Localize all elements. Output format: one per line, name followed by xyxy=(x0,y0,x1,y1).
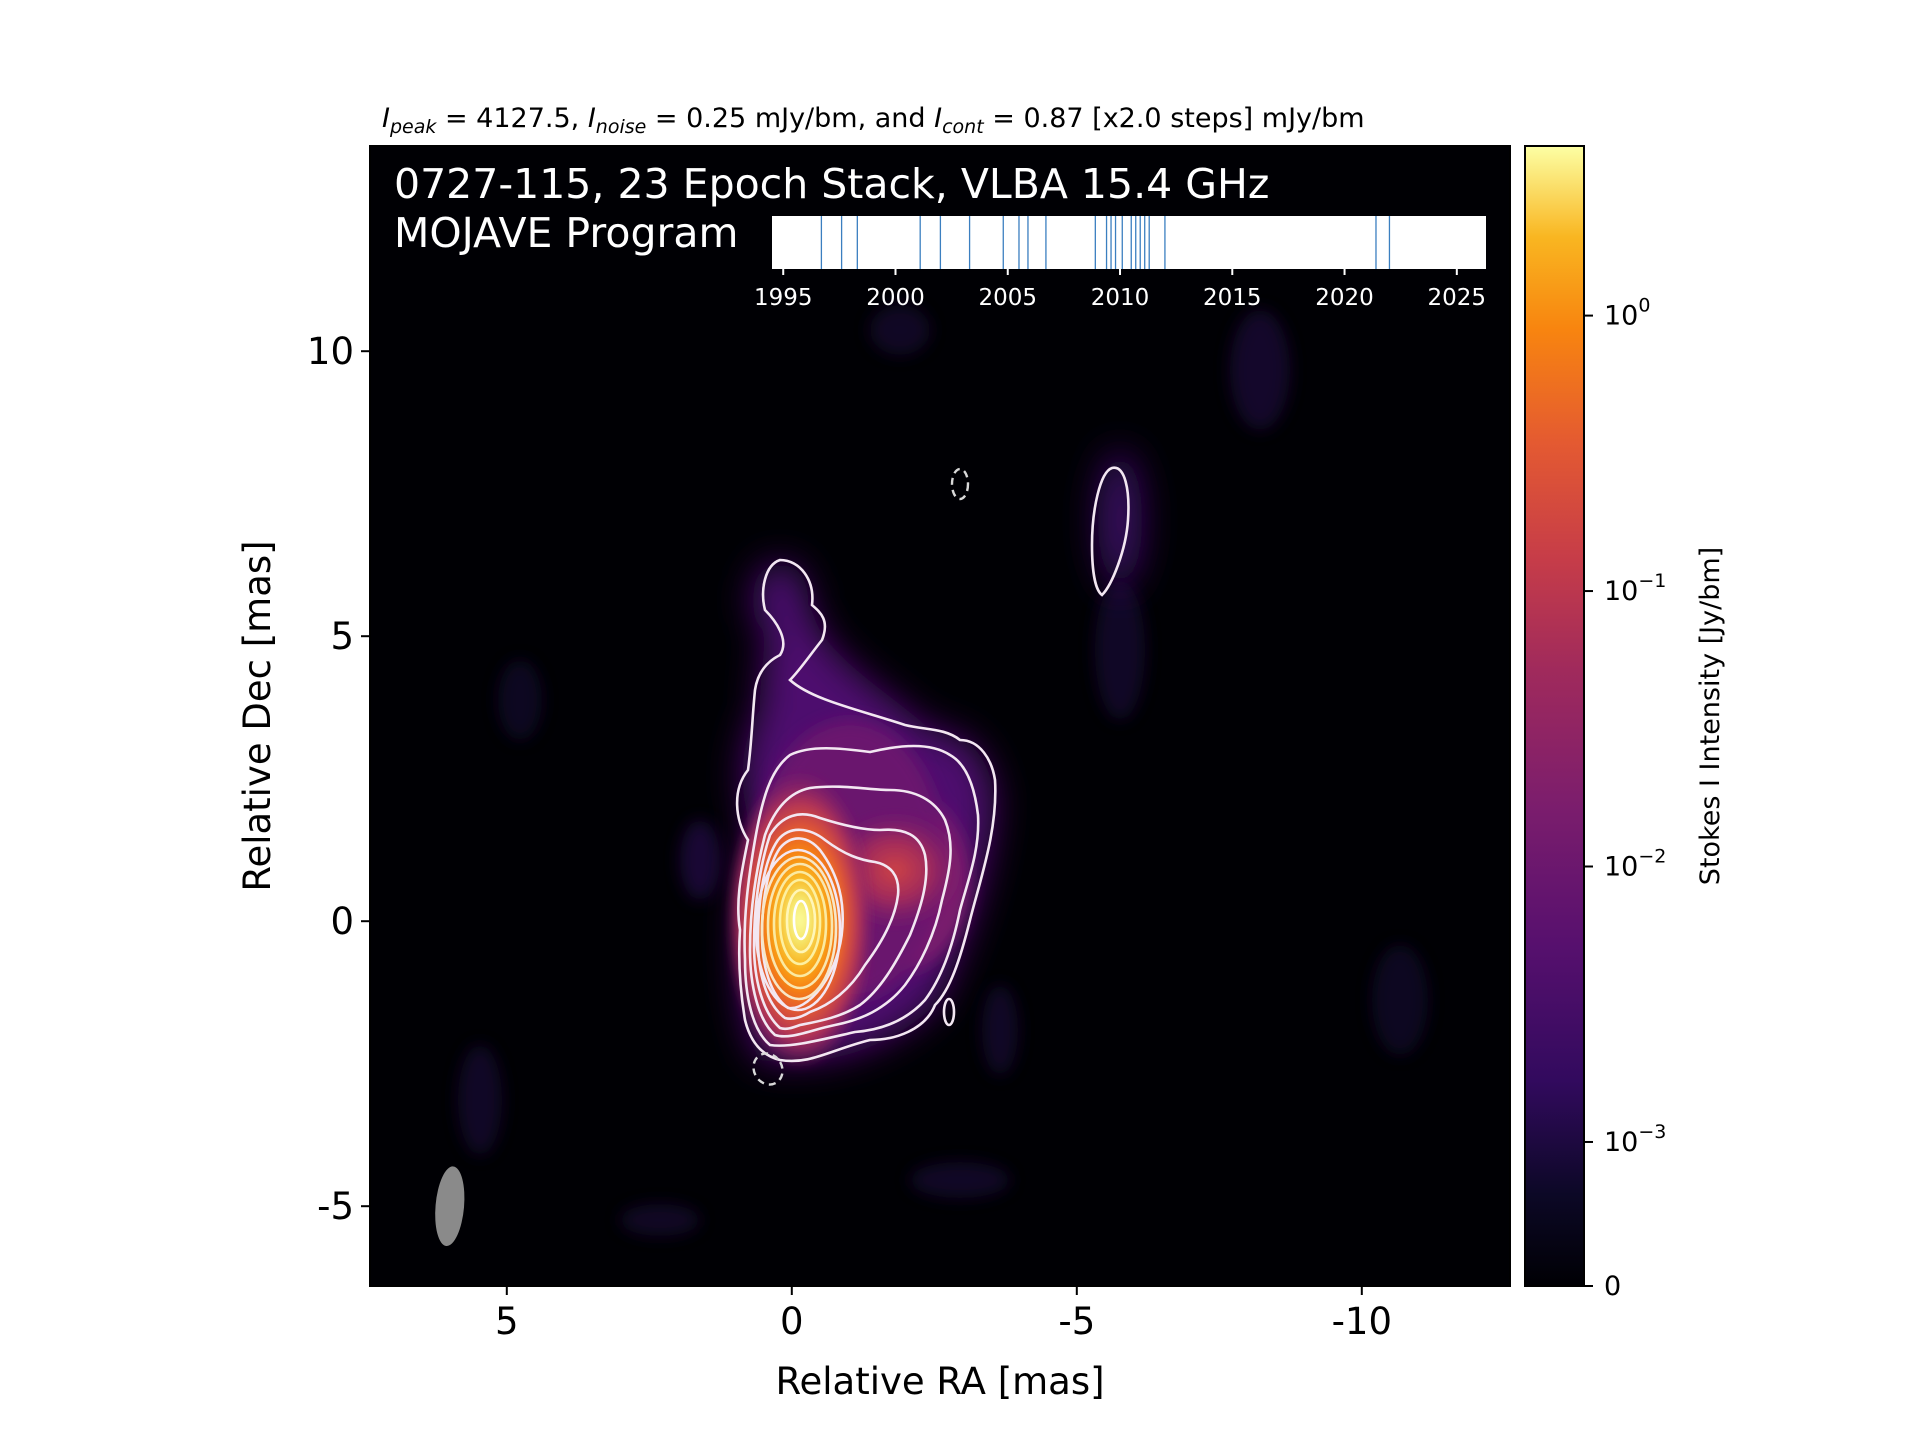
contour-level-2 xyxy=(743,744,980,1047)
contour-level-7 xyxy=(754,848,842,1012)
contour-small-blob xyxy=(942,997,956,1027)
x-tick-label-2: -5 xyxy=(1058,1300,1095,1343)
y-tick-label-2: 0 xyxy=(330,900,354,943)
x-axis-ticks: 5 0 -5 -10 xyxy=(495,1286,1392,1343)
x-tick-label-0: 5 xyxy=(495,1300,519,1343)
epoch-timeline: 1995 2000 2005 2010 2015 2020 2025 xyxy=(754,216,1486,311)
contour-level-12 xyxy=(785,888,817,954)
contour-level-13 xyxy=(792,899,810,941)
program-title: MOJAVE Program xyxy=(394,209,738,257)
y-axis-ticks: 10 5 0 -5 xyxy=(307,330,370,1228)
source-title: 0727-115, 23 Epoch Stack, VLBA 15.4 GHz xyxy=(394,160,1269,208)
colorbar: 0 10−3 10−2 10−1 100 Stokes I Intensity [Jy/… xyxy=(1524,145,1726,1302)
epoch-tick-label-2: 2005 xyxy=(978,285,1037,311)
plot-frame xyxy=(369,145,1511,1287)
contour-level-9 xyxy=(766,862,834,990)
x-axis-label: Relative RA [mas] xyxy=(775,1360,1104,1403)
epoch-tick-label-5: 2020 xyxy=(1315,285,1374,311)
negative-contour-north xyxy=(950,467,970,501)
y-tick-label-0: 10 xyxy=(307,330,354,373)
restoring-beam xyxy=(435,1166,465,1246)
contour-level-8 xyxy=(760,855,838,1001)
contour-level-4 xyxy=(752,813,928,1031)
epoch-tick-label-0: 1995 xyxy=(754,285,813,311)
y-tick-label-1: 5 xyxy=(330,615,354,658)
x-tick-label-1: 0 xyxy=(780,1300,804,1343)
epoch-tick-label-4: 2015 xyxy=(1203,285,1262,311)
y-axis-label: Relative Dec [mas] xyxy=(236,540,279,891)
colorbar-ticks: 0 10−3 10−2 10−1 100 xyxy=(1584,295,1666,1302)
x-tick-label-3: -10 xyxy=(1332,1300,1392,1343)
colorbar-label: Stokes I Intensity [Jy/bm] xyxy=(1695,547,1726,885)
colorbar-tick-label-2: 10−2 xyxy=(1604,846,1666,883)
contour-set xyxy=(735,466,1130,1063)
background-noise xyxy=(458,305,1428,1236)
colorbar-tick-label-3: 10−1 xyxy=(1604,570,1666,607)
contour-level-11 xyxy=(778,878,822,966)
colorbar-tick-label-0: 0 xyxy=(1604,1271,1621,1302)
header-stats: Ipeak = 4127.5, Inoise = 0.25 mJy/bm, an… xyxy=(382,103,1365,138)
epoch-tick-label-6: 2025 xyxy=(1428,285,1487,311)
colorbar-tick-label-4: 100 xyxy=(1604,295,1650,332)
epoch-tick-label-1: 2000 xyxy=(866,285,925,311)
epoch-timeline-box xyxy=(772,216,1486,269)
epoch-tick-label-3: 2010 xyxy=(1091,285,1150,311)
negative-contours xyxy=(752,467,970,1086)
image-plot: 0727-115, 23 Epoch Stack, VLBA 15.4 GHz … xyxy=(236,145,1511,1403)
y-tick-label-3: -5 xyxy=(317,1185,354,1228)
contour-level-3 xyxy=(748,785,952,1038)
contour-level-1 xyxy=(735,558,997,1063)
negative-contour-south xyxy=(752,1052,784,1086)
colorbar-gradient xyxy=(1524,145,1585,1287)
plot-background xyxy=(370,146,1510,1286)
colorbar-tick-label-1: 10−3 xyxy=(1604,1121,1666,1158)
contour-north-feature xyxy=(1090,466,1130,597)
contour-level-10 xyxy=(772,870,828,978)
contour-level-5 xyxy=(756,828,900,1021)
